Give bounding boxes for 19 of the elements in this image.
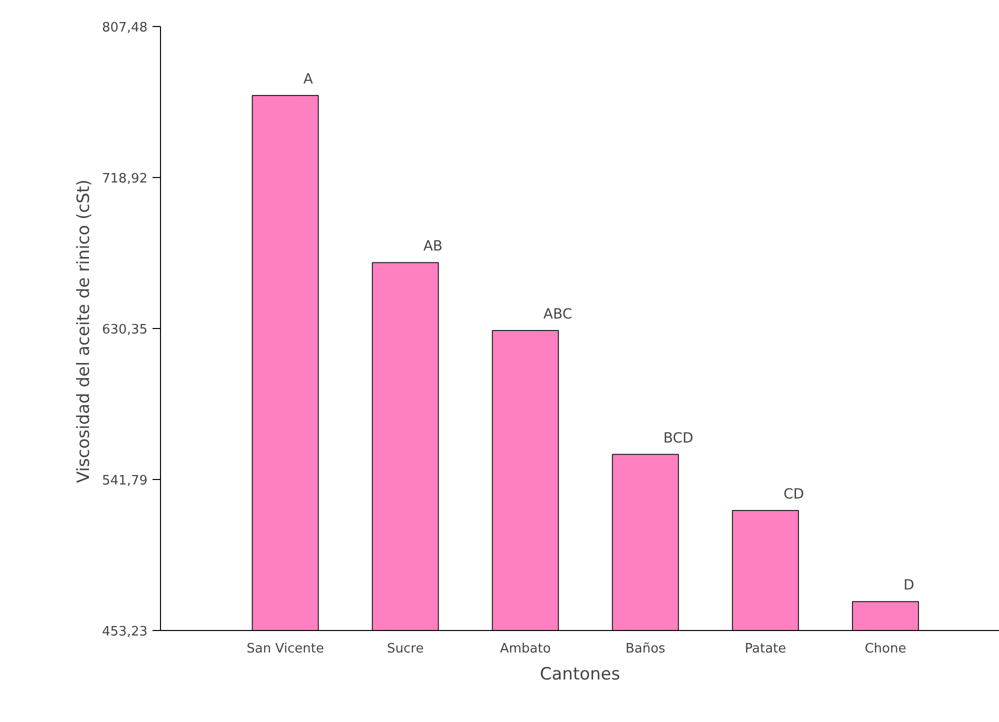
annotation: ABC xyxy=(543,306,572,322)
y-tick-label: 453,23 xyxy=(102,624,148,640)
y-tick-label: 718,92 xyxy=(102,171,148,186)
x-tick-label: Ambato xyxy=(500,642,551,656)
annotation: BCD xyxy=(663,430,694,446)
y-tick-label: 807,48 xyxy=(102,20,148,36)
y-tick-label: 541,79 xyxy=(102,474,148,489)
annotation: D xyxy=(903,578,914,594)
y-axis-title: Viscosidad del aceite de rinico (cSt) xyxy=(74,179,94,483)
x-tick-label: San Vicente xyxy=(246,642,324,656)
x-tick-label: Sucre xyxy=(387,642,424,656)
x-tick-label: Baños xyxy=(625,642,666,656)
x-tick-label: Patate xyxy=(744,642,786,656)
y-tick-label: 630,35 xyxy=(102,322,148,338)
x-axis-title: Cantones xyxy=(540,664,620,684)
x-tick-label: Chone xyxy=(864,642,906,656)
annotation: A xyxy=(303,72,314,88)
annotation: AB xyxy=(423,238,443,255)
annotation: CD xyxy=(783,486,804,503)
